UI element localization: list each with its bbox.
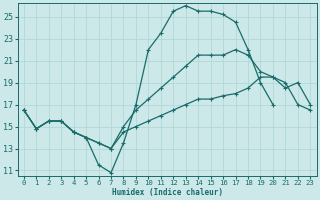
X-axis label: Humidex (Indice chaleur): Humidex (Indice chaleur) — [112, 188, 223, 197]
